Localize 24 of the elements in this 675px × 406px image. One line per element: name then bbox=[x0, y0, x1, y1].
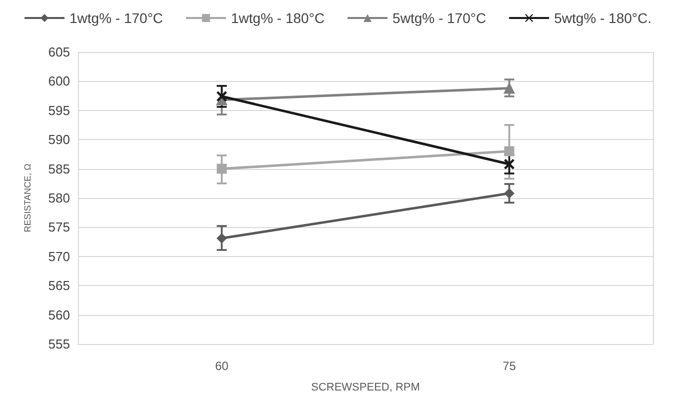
point bbox=[504, 188, 514, 198]
y-tick-label: 600 bbox=[48, 74, 70, 89]
point bbox=[504, 159, 514, 170]
x-axis-title: SCREWSPEED, RPM bbox=[311, 382, 420, 394]
legend-label: 5wtg% - 170°C bbox=[392, 10, 486, 26]
y-tick-label: 585 bbox=[48, 161, 70, 176]
point bbox=[216, 164, 227, 174]
legend-label: 1wtg% - 180°C bbox=[231, 10, 325, 26]
point bbox=[504, 146, 514, 156]
y-tick-label: 580 bbox=[48, 190, 70, 206]
y-tick-label: 595 bbox=[48, 102, 70, 118]
point bbox=[216, 233, 227, 244]
y-tick-label: 560 bbox=[48, 307, 70, 322]
y-tick-label: 570 bbox=[48, 248, 70, 264]
y-tick-label: 605 bbox=[48, 44, 70, 60]
x-tick-label: 75 bbox=[502, 359, 516, 373]
legend-label: 5wtg% - 180°C. bbox=[554, 10, 652, 26]
y-tick-label: 555 bbox=[48, 336, 70, 352]
legend-label: 1wtg% - 170°C bbox=[69, 10, 164, 26]
y-tick-label: 565 bbox=[48, 278, 70, 294]
y-tick-label: 590 bbox=[48, 132, 70, 148]
y-tick-label: 575 bbox=[48, 220, 70, 235]
x-tick-label: 60 bbox=[215, 359, 229, 373]
y-axis-title: RESISTANCE, Ω bbox=[22, 163, 32, 232]
